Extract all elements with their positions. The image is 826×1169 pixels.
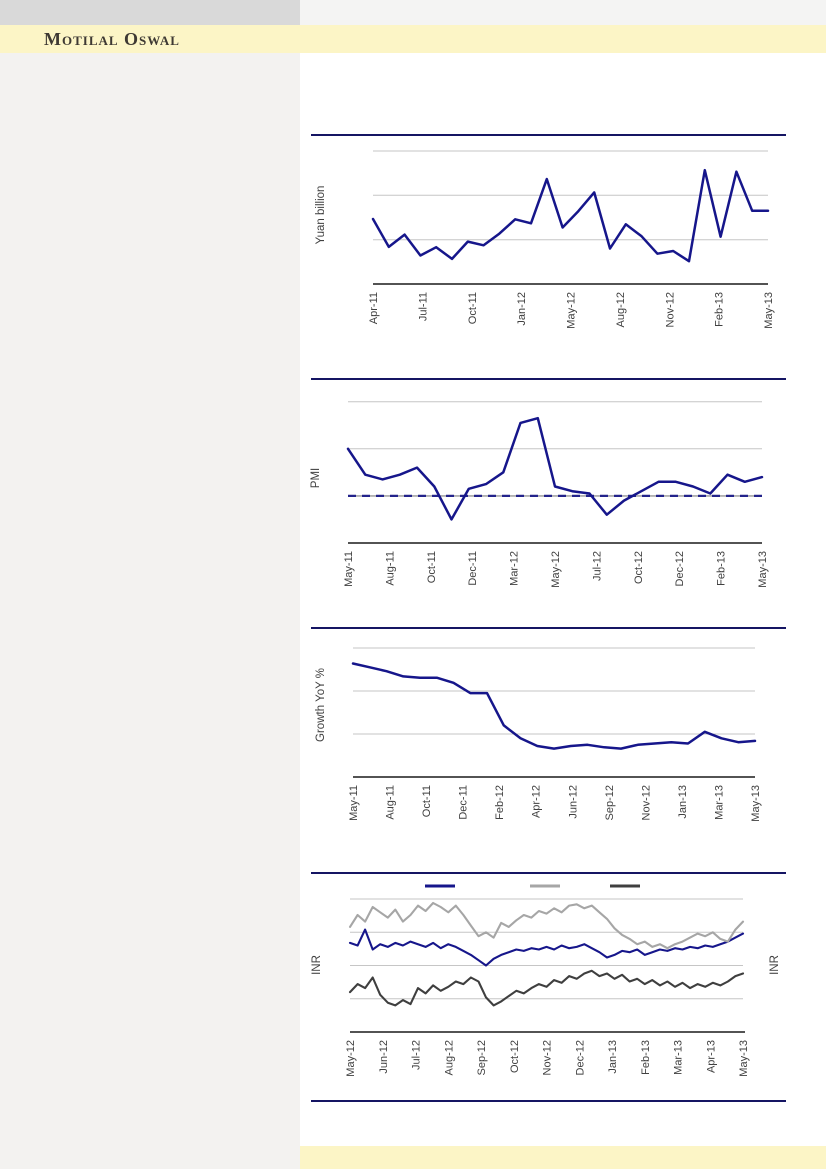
x-tick-labels: Apr-11 Jul-11 Oct-11 Jan-12 May-12 Aug-12 Nov-… [368, 292, 775, 329]
x-tick-label: Oct-12 [509, 1040, 521, 1073]
series-line-inr-series-dark [348, 969, 745, 1007]
x-tick-label: May-13 [757, 551, 769, 588]
chart-growth-yoy: May-11 Aug-11 Oct-11 Dec-11 Feb-12 Apr-12 Jun-… [300, 620, 826, 865]
chart-pmi: May-11 Aug-11 Oct-11 Dec-11 Mar-12 May-12 Jul-… [300, 370, 826, 620]
x-tick-labels: May-11 Aug-11 Oct-11 Dec-11 Feb-12 Apr-12 Jun-… [348, 785, 762, 822]
x-tick-label: Jan-13 [607, 1040, 619, 1074]
x-tick-label: Dec-12 [674, 551, 686, 586]
x-tick-label: Mar-13 [673, 1040, 685, 1075]
top-strip [300, 0, 826, 25]
left-margin-column [0, 53, 300, 1169]
x-tick-label: Oct-11 [467, 292, 479, 324]
x-tick-label: May-13 [750, 785, 762, 822]
x-tick-label: Nov-12 [640, 785, 652, 820]
series-line-monthly-value-yuan-bn [371, 168, 770, 263]
series-line-growth-yoy [351, 662, 757, 750]
y-axis-label: PMI [310, 468, 322, 488]
x-tick-label: May-12 [550, 551, 562, 588]
x-tick-label: May-12 [345, 1040, 357, 1077]
x-tick-label: Aug-11 [385, 785, 397, 820]
x-tick-label: Dec-12 [574, 1040, 586, 1075]
x-tick-label: Apr-12 [531, 785, 543, 818]
x-tick-label: Aug-12 [443, 1040, 455, 1075]
brand-logo-text: Motilal Oswal [44, 29, 180, 49]
x-tick-label: Nov-12 [664, 292, 676, 327]
x-tick-label: Aug-12 [615, 292, 627, 327]
y-axis-label: INR [311, 955, 323, 975]
x-tick-label: May-11 [343, 551, 355, 587]
chart-svg: May-11 Aug-11 Oct-11 Dec-11 Feb-12 Apr-12 Jun-… [311, 627, 786, 822]
chart-svg: Apr-11 Jul-11 Oct-11 Jan-12 May-12 Aug-12 Nov-… [311, 134, 786, 329]
x-tick-label: Oct-11 [421, 785, 433, 817]
gridlines [373, 150, 768, 241]
x-tick-label: May-11 [348, 785, 360, 821]
x-tick-label: Feb-13 [640, 1040, 652, 1075]
x-tick-label: Feb-12 [494, 785, 506, 820]
x-tick-label: Oct-12 [633, 551, 645, 584]
gridlines [350, 898, 743, 1000]
x-tick-labels: May-11 Aug-11 Oct-11 Dec-11 Mar-12 May-12 Jul-… [343, 551, 769, 588]
y-axis-label: Growth YoY % [315, 668, 327, 742]
series-line-inr-series-gray [348, 901, 745, 950]
x-tick-label: Oct-11 [426, 551, 438, 583]
x-tick-label: Jul-12 [591, 551, 603, 581]
x-tick-label: Apr-11 [368, 292, 380, 324]
x-tick-label: Sep-12 [476, 1040, 488, 1075]
x-tick-label: Feb-13 [716, 551, 728, 586]
x-tick-label: Dec-11 [467, 551, 479, 586]
x-tick-label: Feb-13 [714, 292, 726, 327]
x-tick-label: May-13 [763, 292, 775, 329]
chart-yuan-billion: Apr-11 Jul-11 Oct-11 Jan-12 May-12 Aug-12 Nov-… [300, 120, 826, 370]
x-tick-label: Jan-13 [677, 785, 689, 819]
x-tick-labels: May-12 Jun-12 Jul-12 Aug-12 Sep-12 Oct-12 Nov-… [345, 1040, 750, 1077]
chart-svg: May-11 Aug-11 Oct-11 Dec-11 Mar-12 May-12 Jul-… [310, 378, 786, 588]
series-line-inr-series-navy [348, 928, 745, 967]
x-tick-label: Aug-11 [384, 551, 396, 586]
x-tick-label: Apr-13 [705, 1040, 717, 1073]
series-line-pmi [346, 416, 764, 521]
gridlines [348, 401, 762, 450]
x-tick-label: Nov-12 [542, 1040, 554, 1075]
footer-yellow-bar [300, 1146, 826, 1169]
chart-svg: May-12 Jun-12 Jul-12 Aug-12 Sep-12 Oct-12 Nov-… [311, 872, 786, 1102]
x-tick-label: May-12 [566, 292, 578, 329]
top-gray-bar [0, 0, 300, 25]
x-tick-label: Mar-13 [714, 785, 726, 820]
x-tick-label: Mar-12 [509, 551, 521, 586]
x-tick-label: Jan-12 [516, 292, 528, 326]
brand-bar [0, 25, 826, 53]
x-tick-label: Dec-11 [458, 785, 470, 820]
y-axis-label-right: INR [769, 955, 781, 975]
x-tick-label: Jul-11 [417, 292, 429, 321]
gridlines [353, 647, 755, 735]
x-tick-label: May-13 [738, 1040, 750, 1077]
chart-inr: May-12 Jun-12 Jul-12 Aug-12 Sep-12 Oct-12 Nov-… [300, 865, 826, 1115]
x-tick-label: Jun-12 [378, 1040, 390, 1074]
x-tick-label: Jul-12 [411, 1040, 423, 1070]
y-axis-label: Yuan billion [315, 186, 327, 245]
x-tick-label: Sep-12 [604, 785, 616, 820]
x-tick-label: Jun-12 [567, 785, 579, 819]
